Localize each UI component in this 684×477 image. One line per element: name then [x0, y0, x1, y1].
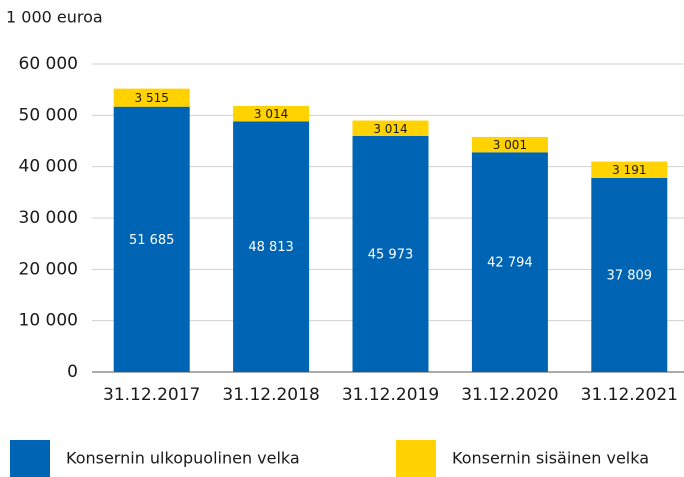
bar-segment [591, 161, 668, 178]
value-label: 3 001 [493, 138, 527, 152]
bar-segment [233, 121, 310, 372]
bar-segment [233, 105, 310, 122]
legend-swatch [10, 440, 50, 477]
y-tick-label: 60 000 [19, 54, 78, 74]
legend-label: Konsernin ulkopuolinen velka [66, 449, 300, 468]
y-tick-label: 0 [67, 362, 78, 382]
value-label: 51 685 [129, 233, 175, 248]
x-tick-label: 31.12.2017 [103, 385, 200, 405]
x-tick-label: 31.12.2019 [342, 385, 439, 405]
legend-label: Konsernin sisäinen velka [452, 449, 649, 468]
y-tick-label: 30 000 [19, 208, 78, 228]
value-label: 45 973 [368, 248, 414, 263]
legend-swatch [396, 440, 436, 477]
x-tick-label: 31.12.2020 [461, 385, 558, 405]
bar-segment [591, 177, 668, 372]
value-label: 3 014 [373, 122, 407, 136]
value-label: 37 809 [607, 268, 653, 283]
bar-segment [352, 136, 429, 372]
bar-segment [471, 152, 548, 372]
value-label: 48 813 [248, 240, 294, 255]
x-tick-label: 31.12.2021 [581, 385, 678, 405]
bar-segment [471, 136, 548, 153]
value-label: 3 515 [135, 91, 169, 105]
value-label: 3 014 [254, 107, 288, 121]
y-tick-label: 10 000 [19, 311, 78, 331]
value-label: 3 191 [612, 163, 646, 177]
bar-segment [352, 120, 429, 137]
bar-segment [113, 106, 190, 373]
value-label: 42 794 [487, 256, 533, 271]
y-axis-label: 1 000 euroa [6, 8, 103, 27]
bar-segment [113, 88, 190, 107]
y-tick-label: 20 000 [19, 259, 78, 279]
x-tick-label: 31.12.2018 [222, 385, 319, 405]
y-tick-label: 40 000 [19, 157, 78, 177]
y-tick-label: 50 000 [19, 105, 78, 125]
